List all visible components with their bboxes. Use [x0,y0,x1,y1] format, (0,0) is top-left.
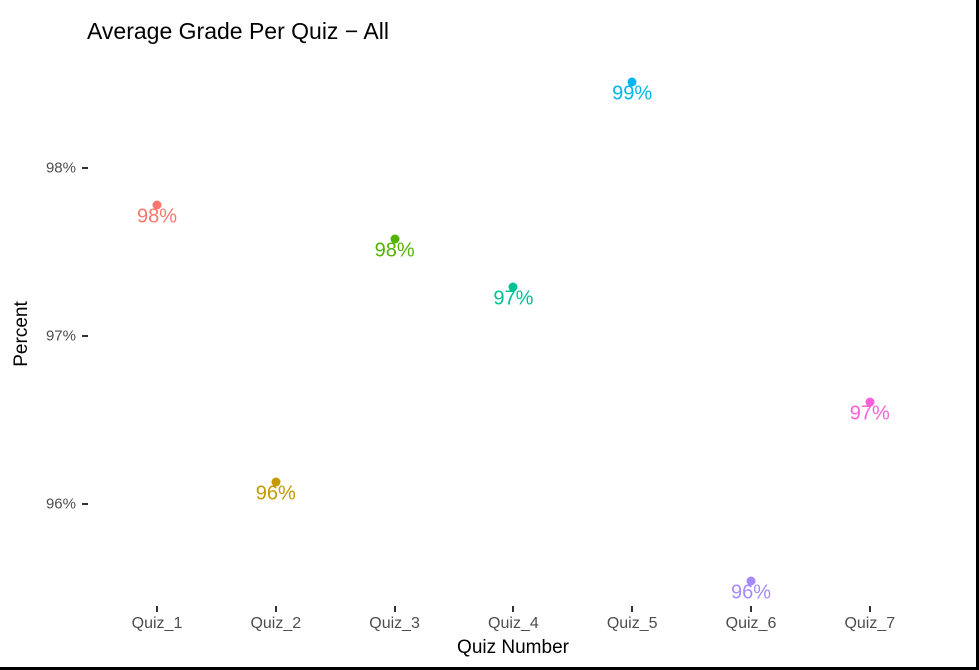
data-point [865,397,875,407]
x-tick-label: Quiz_7 [844,615,896,632]
data-label: 98% [374,239,415,262]
x-axis-title: Quiz Number [457,637,569,658]
x-tick-label: Quiz_4 [488,615,539,632]
x-tick-mark [512,606,515,612]
x-tick-label: Quiz_3 [369,615,420,632]
data-point [390,234,400,244]
y-tick-mark [82,335,88,337]
data-point [746,576,756,586]
y-axis-title: Percent [11,301,32,367]
x-tick-label: Quiz_1 [131,615,183,632]
x-tick-mark [868,606,871,612]
x-tick-label: Quiz_2 [250,615,302,632]
x-tick-label: Quiz_6 [725,615,777,632]
chart-title: Average Grade Per Quiz − All [87,18,389,44]
x-tick-label: Quiz_5 [606,615,658,632]
data-label: 97% [849,402,890,425]
y-tick-mark [82,167,88,169]
data-point [508,282,518,292]
y-tick-label: 97% [45,327,76,345]
x-tick-mark [393,606,396,612]
x-tick-mark [274,606,277,612]
x-tick-mark [156,606,158,612]
data-point [152,200,162,210]
data-label: 96% [255,482,296,505]
data-label: 96% [730,581,772,604]
data-label: 97% [493,287,534,310]
data-point [627,77,637,87]
y-tick-label: 98% [45,159,76,177]
data-point [271,477,281,487]
x-tick-mark [631,606,634,612]
data-label: 99% [612,82,653,105]
y-tick-mark [82,503,88,505]
x-tick-mark [750,606,752,612]
data-label: 98% [136,205,178,228]
y-tick-label: 96% [45,495,76,513]
